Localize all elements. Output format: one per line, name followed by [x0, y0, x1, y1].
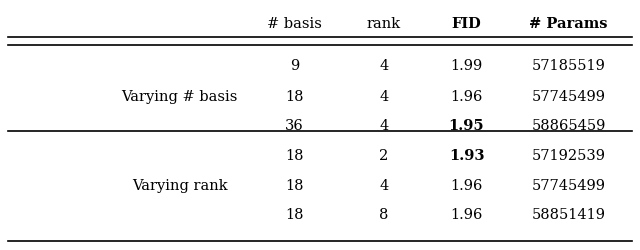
Text: 4: 4 [379, 178, 388, 192]
Text: 1.95: 1.95 [449, 119, 484, 133]
Text: 1.96: 1.96 [451, 90, 483, 104]
Text: rank: rank [367, 17, 401, 31]
Text: 57745499: 57745499 [531, 90, 605, 104]
Text: 18: 18 [285, 149, 304, 163]
Text: 9: 9 [290, 59, 299, 73]
Text: 18: 18 [285, 90, 304, 104]
Text: # basis: # basis [267, 17, 322, 31]
Text: # Params: # Params [529, 17, 608, 31]
Text: 18: 18 [285, 178, 304, 192]
Text: Varying rank: Varying rank [132, 178, 228, 192]
Text: 2: 2 [379, 149, 388, 163]
Text: 8: 8 [379, 208, 388, 222]
Text: 1.96: 1.96 [451, 178, 483, 192]
Text: 57192539: 57192539 [531, 149, 605, 163]
Text: Varying # basis: Varying # basis [122, 90, 238, 104]
Text: 57745499: 57745499 [531, 178, 605, 192]
Text: 4: 4 [379, 59, 388, 73]
Text: 57185519: 57185519 [532, 59, 605, 73]
Text: 4: 4 [379, 119, 388, 133]
Text: 18: 18 [285, 208, 304, 222]
Text: 1.99: 1.99 [451, 59, 483, 73]
Text: 4: 4 [379, 90, 388, 104]
Text: 58865459: 58865459 [531, 119, 605, 133]
Text: 58851419: 58851419 [531, 208, 605, 222]
Text: 36: 36 [285, 119, 304, 133]
Text: 1.93: 1.93 [449, 149, 484, 163]
Text: 1.96: 1.96 [451, 208, 483, 222]
Text: FID: FID [452, 17, 481, 31]
